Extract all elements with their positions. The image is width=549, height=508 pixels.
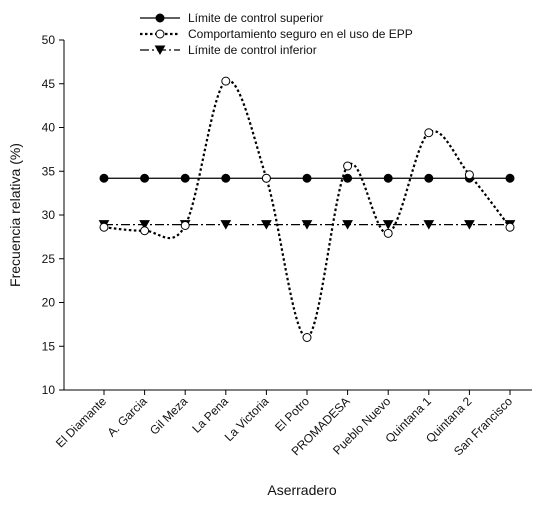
series-2-point [464, 170, 474, 180]
series-1-point [221, 173, 231, 183]
series-2-point [261, 173, 271, 183]
x-tick-label: A. Garcia [104, 394, 149, 439]
y-tick-label: 45 [42, 77, 56, 91]
series-3-point [423, 220, 435, 230]
series-3-point [301, 220, 313, 230]
series-3-point [342, 220, 353, 230]
series-2-point [343, 161, 353, 171]
series-1-point [424, 173, 434, 183]
legend-marker-2 [155, 29, 165, 39]
series-2-point [505, 222, 515, 232]
legend-marker-1 [155, 13, 165, 23]
x-tick-label: Gil Meza [147, 394, 191, 438]
series-3-point [139, 220, 150, 230]
y-tick-label: 40 [42, 121, 56, 135]
x-tick-label: El Potro [272, 394, 312, 434]
y-axis-title: Frecuencia relativa (%) [7, 143, 23, 287]
y-tick-label: 20 [42, 296, 56, 310]
series-1-point [180, 173, 190, 183]
x-axis-title: Aserradero [267, 482, 336, 498]
y-tick-label: 10 [42, 383, 56, 397]
series-2-point [424, 128, 434, 138]
series-1-point [140, 173, 150, 183]
y-tick-label: 25 [42, 252, 56, 266]
series-2-point [99, 222, 109, 232]
series-2-point [383, 228, 393, 238]
x-tick-label: El Diamante [53, 394, 109, 450]
legend-label-1: Límite de control superior [188, 11, 323, 25]
legend-label-2: Comportamiento seguro en el uso de EPP [188, 27, 413, 41]
series-2-point [180, 221, 190, 230]
series-group [98, 76, 516, 342]
x-tick-label: La Victoria [222, 394, 272, 444]
series-3-point [261, 220, 272, 230]
series-3-point [382, 220, 394, 230]
series-2-point [302, 333, 312, 342]
legend-label-3: Límite de control inferior [188, 43, 317, 57]
series-3-point [220, 220, 232, 230]
y-tick-label: 50 [42, 33, 56, 47]
y-tick-label: 15 [42, 339, 56, 353]
legend-marker-3 [154, 45, 166, 56]
y-tick-label: 30 [42, 208, 56, 222]
x-tick-label: La Pena [189, 394, 231, 436]
series-1-point [383, 173, 393, 183]
legend: Límite de control superior Comportamiento… [140, 11, 413, 57]
series-1-point [343, 173, 353, 183]
series-1-point [302, 173, 312, 183]
series-2-point [140, 226, 150, 236]
series-2-point [221, 76, 231, 86]
series-line-2 [103, 79, 511, 339]
series-1-point [505, 173, 515, 183]
y-tick-label: 35 [42, 164, 56, 178]
series-3-point [464, 220, 475, 230]
series-1-point [99, 173, 109, 183]
